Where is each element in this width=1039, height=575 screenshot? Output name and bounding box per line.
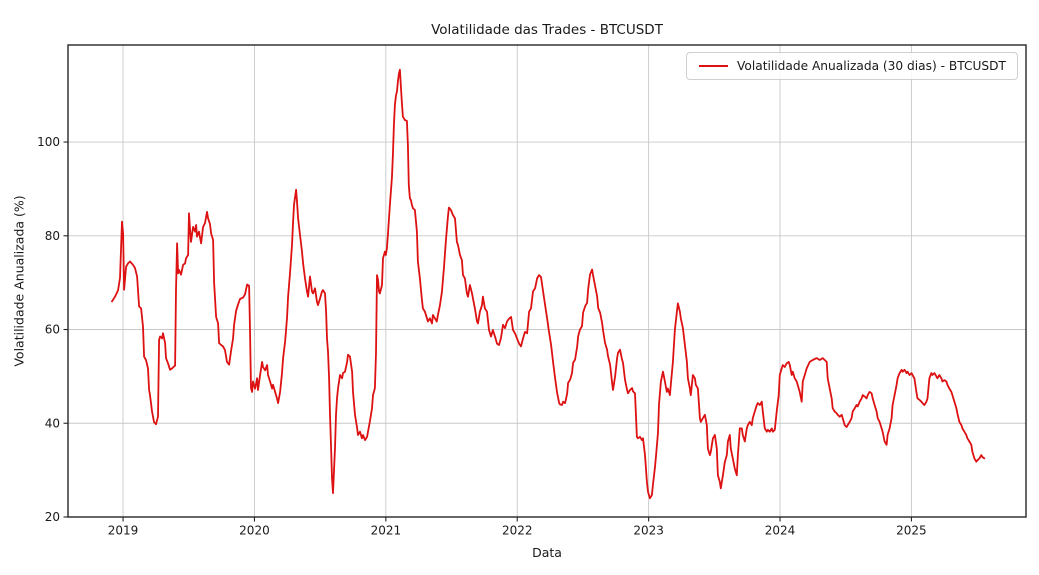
x-tick-label: 2023: [633, 524, 664, 538]
y-tick-label: 100: [37, 135, 60, 149]
x-tick-label: 2022: [502, 524, 533, 538]
x-tick-label: 2024: [765, 524, 796, 538]
x-tick-label: 2021: [371, 524, 402, 538]
y-tick-label: 80: [45, 229, 60, 243]
axes-border: [67, 44, 1027, 518]
legend: Volatilidade Anualizada (30 dias) - BTCU…: [686, 52, 1018, 80]
y-tick-label: 40: [45, 416, 60, 430]
legend-line-swatch: [699, 65, 728, 67]
x-tick-label: 2025: [896, 524, 927, 538]
x-axis-label: Data: [532, 545, 562, 560]
y-axis-label: Volatilidade Anualizada (%): [11, 195, 27, 367]
y-tick-label: 60: [45, 323, 60, 337]
legend-label: Volatilidade Anualizada (30 dias) - BTCU…: [737, 59, 1006, 73]
y-tick-label: 20: [45, 510, 60, 524]
volatility-line: [111, 68, 986, 500]
x-tick-label: 2020: [239, 524, 270, 538]
x-tick-label: 2019: [108, 524, 139, 538]
chart-title: Volatilidade das Trades - BTCUSDT: [431, 22, 663, 38]
